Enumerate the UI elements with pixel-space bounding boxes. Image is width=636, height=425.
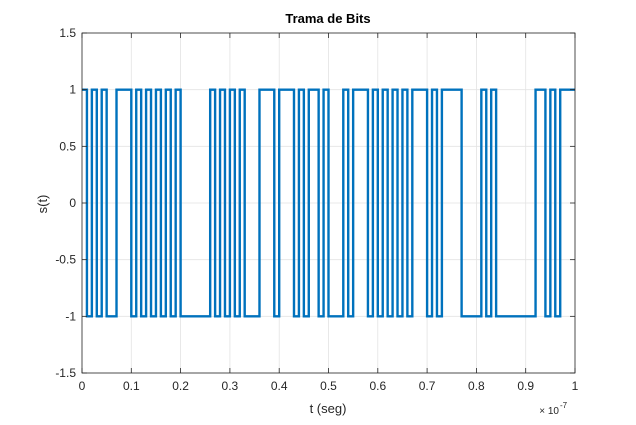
y-tick-label: 0.5 [59,139,76,153]
x-tick-label: 0.4 [271,379,288,393]
y-tick-label: -0.5 [55,253,76,267]
chart-title: Trama de Bits [285,11,370,26]
bit-stream-line [82,88,575,318]
x-tick-label: 0.7 [419,379,436,393]
x-tick-label: 0.8 [468,379,485,393]
y-tick-label: 1.5 [59,26,76,40]
x-tick-label: 0.5 [320,379,337,393]
x-tick-label: 0.9 [517,379,534,393]
x-axis-ticks: 0 0.1 0.2 0.3 0.4 0.5 0.6 0.7 0.8 0.9 1 [79,33,579,393]
y-tick-label: 0 [69,196,76,210]
y-tick-label: -1.5 [55,366,76,380]
y-tick-label: -1 [65,309,76,323]
x-tick-label: 0.1 [123,379,140,393]
x-axis-exponent-base: × 10 [539,406,559,417]
x-axis-exponent-power: -7 [560,401,568,410]
y-axis-ticks: -1.5 -1 -0.5 0 0.5 1 1.5 [55,26,575,380]
x-tick-label: 1 [572,379,579,393]
x-tick-label: 0 [79,379,86,393]
x-tick-label: 0.2 [172,379,189,393]
x-tick-label: 0.6 [369,379,386,393]
y-tick-label: 1 [69,83,76,97]
x-axis-label: t (seg) [310,401,347,416]
x-tick-label: 0.3 [222,379,239,393]
y-axis-label: s(t) [35,195,50,214]
series-group [82,88,575,318]
